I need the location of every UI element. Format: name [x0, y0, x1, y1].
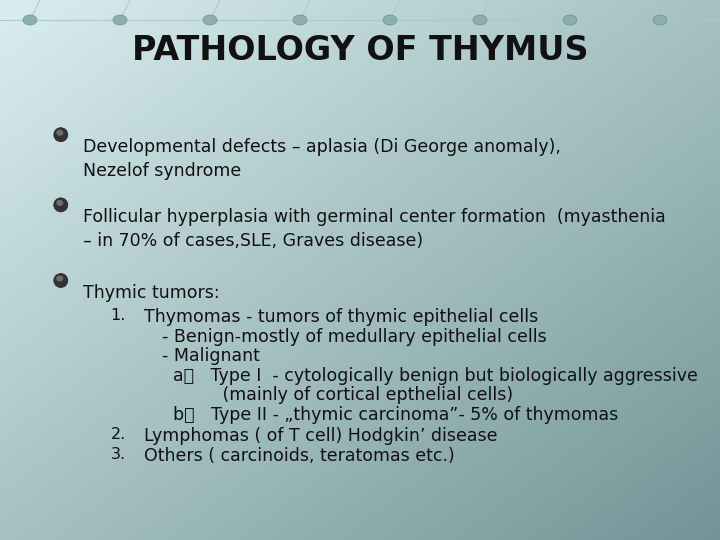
- Ellipse shape: [54, 127, 68, 141]
- Text: Others ( carcinoids, teratomas etc.): Others ( carcinoids, teratomas etc.): [144, 447, 455, 464]
- Ellipse shape: [563, 15, 577, 25]
- Ellipse shape: [203, 15, 217, 25]
- Text: a）   Type I  - cytologically benign but biologically aggressive: a） Type I - cytologically benign but bio…: [173, 367, 698, 385]
- Ellipse shape: [54, 273, 68, 287]
- Text: Thymomas - tumors of thymic epithelial cells: Thymomas - tumors of thymic epithelial c…: [144, 308, 539, 326]
- Ellipse shape: [56, 130, 63, 136]
- Text: Developmental defects – aplasia (Di George anomaly),
Nezelof syndrome: Developmental defects – aplasia (Di Geor…: [83, 138, 561, 180]
- Ellipse shape: [383, 15, 397, 25]
- Text: (mainly of cortical epthelial cells): (mainly of cortical epthelial cells): [173, 386, 513, 404]
- Text: 2.: 2.: [111, 427, 126, 442]
- Ellipse shape: [113, 15, 127, 25]
- Text: - Malignant: - Malignant: [162, 347, 260, 364]
- Ellipse shape: [56, 200, 63, 206]
- Ellipse shape: [56, 275, 63, 281]
- Text: 1.: 1.: [111, 308, 126, 323]
- Text: PATHOLOGY OF THYMUS: PATHOLOGY OF THYMUS: [132, 33, 588, 66]
- Ellipse shape: [293, 15, 307, 25]
- Text: Lymphomas ( of T cell) Hodgkin’ disease: Lymphomas ( of T cell) Hodgkin’ disease: [144, 427, 498, 444]
- Text: b）   Type II - „thymic carcinoma”- 5% of thymomas: b） Type II - „thymic carcinoma”- 5% of t…: [173, 406, 618, 424]
- Text: 3.: 3.: [111, 447, 126, 462]
- Ellipse shape: [653, 15, 667, 25]
- Ellipse shape: [23, 15, 37, 25]
- Text: - Benign-mostly of medullary epithelial cells: - Benign-mostly of medullary epithelial …: [162, 328, 546, 346]
- Text: Follicular hyperplasia with germinal center formation  (myasthenia
– in 70% of c: Follicular hyperplasia with germinal cen…: [83, 208, 665, 250]
- Ellipse shape: [54, 198, 68, 212]
- Ellipse shape: [473, 15, 487, 25]
- Text: Thymic tumors:: Thymic tumors:: [83, 284, 220, 301]
